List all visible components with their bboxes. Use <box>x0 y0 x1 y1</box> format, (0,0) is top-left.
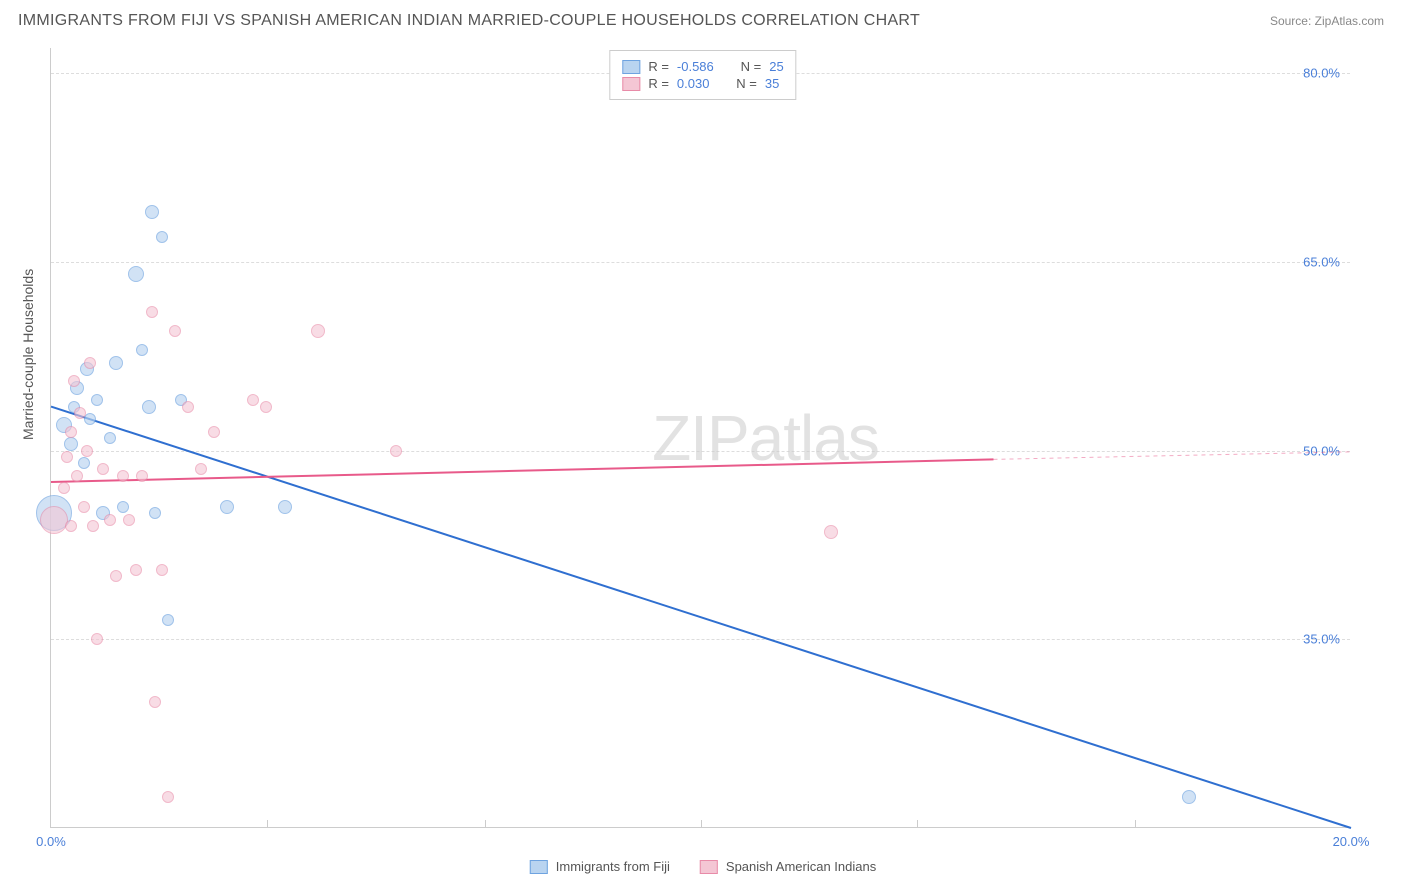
series-legend: Immigrants from Fiji Spanish American Ind… <box>530 859 876 874</box>
legend-swatch <box>622 60 640 74</box>
legend-swatch <box>700 860 718 874</box>
data-point <box>128 266 144 282</box>
regression-line <box>51 407 1351 828</box>
data-point <box>247 394 259 406</box>
legend-swatch <box>622 77 640 91</box>
series-legend-label: Immigrants from Fiji <box>556 859 670 874</box>
data-point <box>58 482 70 494</box>
source-label: Source: ZipAtlas.com <box>1270 14 1384 28</box>
correlation-legend-row: R = 0.030 N = 35 <box>622 76 783 91</box>
data-point <box>149 696 161 708</box>
data-point <box>78 457 90 469</box>
data-point <box>195 463 207 475</box>
regression-lines <box>51 48 1350 827</box>
data-point <box>149 507 161 519</box>
data-point <box>169 325 181 337</box>
data-point <box>136 470 148 482</box>
data-point <box>220 500 234 514</box>
data-point <box>156 231 168 243</box>
chart-plot-area: 35.0%50.0%65.0%80.0%0.0%20.0%ZIPatlas <box>50 48 1350 828</box>
data-point <box>110 570 122 582</box>
chart-title: IMMIGRANTS FROM FIJI VS SPANISH AMERICAN… <box>18 12 920 30</box>
data-point <box>40 506 68 534</box>
data-point <box>84 357 96 369</box>
legend-r-value: -0.586 <box>677 59 714 74</box>
legend-n-value: 25 <box>769 59 783 74</box>
data-point <box>81 445 93 457</box>
data-point <box>142 400 156 414</box>
correlation-legend: R = -0.586 N = 25R = 0.030 N = 35 <box>609 50 796 100</box>
data-point <box>65 426 77 438</box>
legend-n-label: N = <box>736 76 757 91</box>
data-point <box>97 463 109 475</box>
data-point <box>68 375 80 387</box>
data-point <box>117 501 129 513</box>
data-point <box>91 633 103 645</box>
data-point <box>824 525 838 539</box>
regression-line-ext <box>994 452 1352 460</box>
data-point <box>117 470 129 482</box>
data-point <box>61 451 73 463</box>
data-point <box>91 394 103 406</box>
data-point <box>104 514 116 526</box>
y-axis-label: Married-couple Households <box>20 269 36 440</box>
data-point <box>162 791 174 803</box>
legend-r-label: R = <box>648 76 669 91</box>
data-point <box>278 500 292 514</box>
data-point <box>74 407 86 419</box>
regression-line <box>51 459 994 482</box>
data-point <box>311 324 325 338</box>
data-point <box>1182 790 1196 804</box>
legend-n-value: 35 <box>765 76 779 91</box>
legend-r-label: R = <box>648 59 669 74</box>
data-point <box>208 426 220 438</box>
data-point <box>123 514 135 526</box>
data-point <box>65 520 77 532</box>
data-point <box>78 501 90 513</box>
data-point <box>156 564 168 576</box>
data-point <box>71 470 83 482</box>
data-point <box>260 401 272 413</box>
series-legend-label: Spanish American Indians <box>726 859 876 874</box>
data-point <box>182 401 194 413</box>
correlation-legend-row: R = -0.586 N = 25 <box>622 59 783 74</box>
data-point <box>64 437 78 451</box>
data-point <box>104 432 116 444</box>
data-point <box>162 614 174 626</box>
data-point <box>146 306 158 318</box>
series-legend-item: Spanish American Indians <box>700 859 876 874</box>
legend-n-label: N = <box>741 59 762 74</box>
data-point <box>136 344 148 356</box>
data-point <box>390 445 402 457</box>
legend-r-value: 0.030 <box>677 76 710 91</box>
x-tick-label: 20.0% <box>1333 834 1370 849</box>
data-point <box>87 520 99 532</box>
series-legend-item: Immigrants from Fiji <box>530 859 670 874</box>
data-point <box>130 564 142 576</box>
data-point <box>145 205 159 219</box>
data-point <box>109 356 123 370</box>
legend-swatch <box>530 860 548 874</box>
x-tick-label: 0.0% <box>36 834 66 849</box>
